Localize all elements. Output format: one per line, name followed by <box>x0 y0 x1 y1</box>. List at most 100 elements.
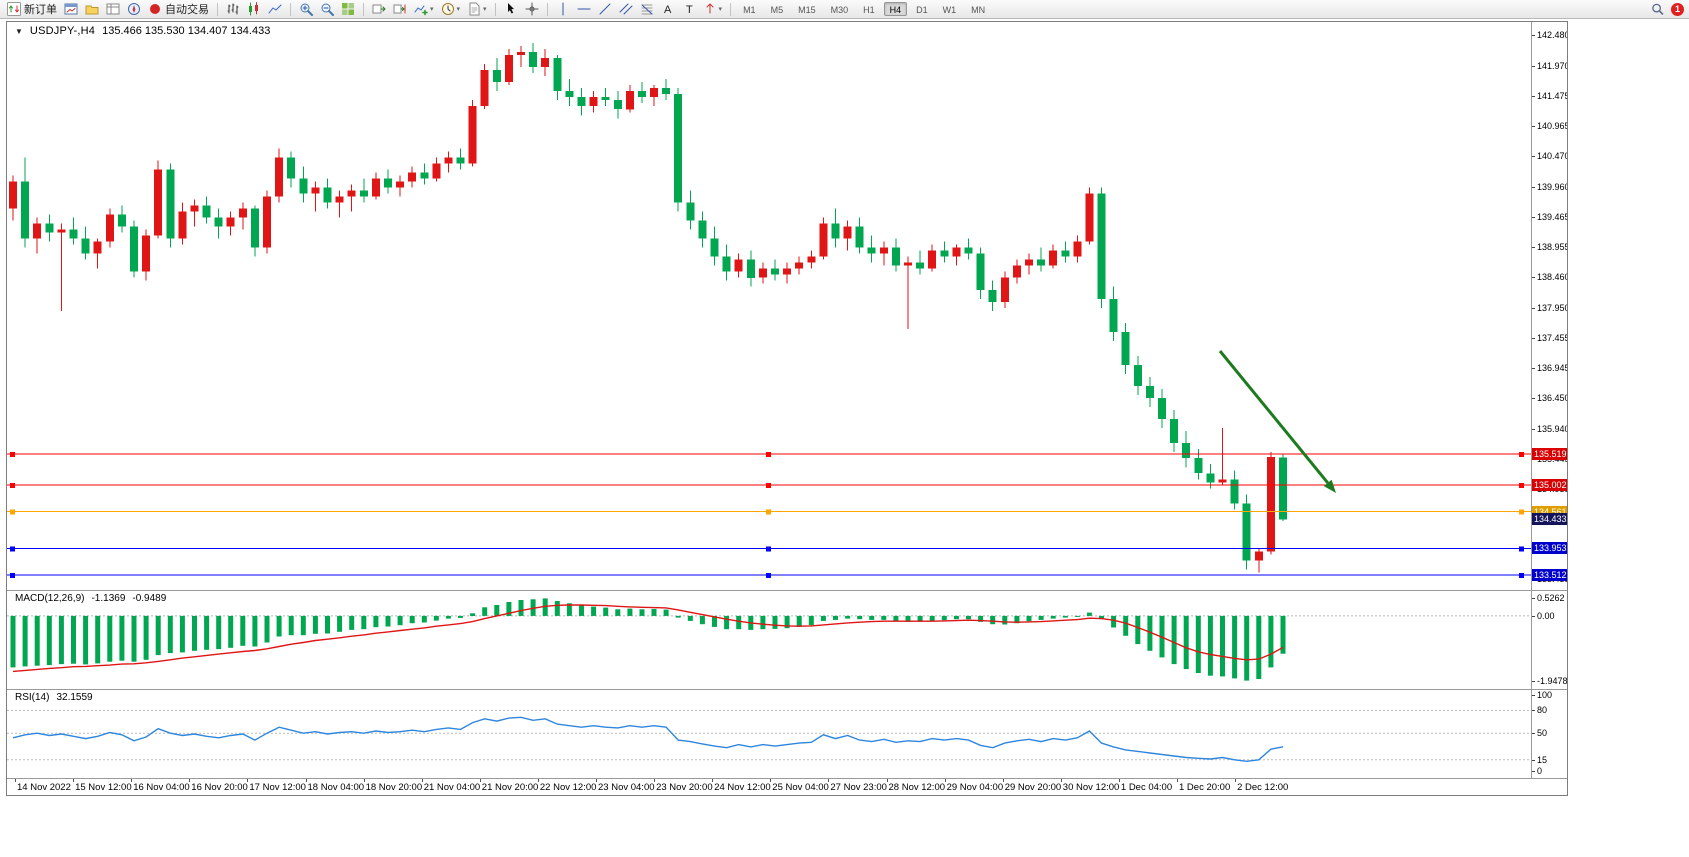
time-tick <box>73 779 75 782</box>
new-order-button[interactable]: 新订单 <box>4 1 60 18</box>
dropdown-caret-icon: ▾ <box>430 6 434 13</box>
horizontal-line[interactable] <box>7 572 1531 578</box>
tf-h1-button[interactable]: H1 <box>863 5 875 15</box>
time-tick <box>363 779 365 782</box>
toolbar: 新订单 自动交易 ▾ ▾ ▾ A T ▾ M1 M5 M15 M30 H1 H4 D1 W1 MN 1 <box>0 0 1689 19</box>
tf-m15-button[interactable]: M15 <box>798 5 816 15</box>
tile-windows-button[interactable] <box>338 1 358 18</box>
search-icon[interactable] <box>1651 2 1665 16</box>
line-handle[interactable] <box>766 452 771 458</box>
data-window-icon <box>106 2 120 16</box>
toolbar-group-drawing-tools: A T ▾ <box>553 1 726 18</box>
tf-d1-button[interactable]: D1 <box>916 5 928 15</box>
macd-pane[interactable]: MACD(12,26,9) -1.1369 -0.9489 0.5262 0.00… <box>7 591 1567 690</box>
line-handle[interactable] <box>1519 509 1524 515</box>
time-axis[interactable]: 14 Nov 2022 15 Nov 12:00 16 Nov 04:00 16 No… <box>7 779 1567 795</box>
line-chart-button[interactable] <box>265 1 285 18</box>
horizontal-line[interactable] <box>7 546 1531 552</box>
toolbar-group-cursor-tools <box>501 1 542 18</box>
line-handle[interactable] <box>1519 572 1524 578</box>
rsi-chart[interactable] <box>7 690 1531 778</box>
axis-tick <box>1532 368 1535 369</box>
tf-m1-button[interactable]: M1 <box>743 5 756 15</box>
time-label: 24 Nov 12:00 <box>714 782 771 793</box>
candlestick-chart[interactable] <box>7 22 1531 590</box>
price-axis: 142.480 141.970 141.475 140.965 140.470 139.9… <box>1531 22 1567 590</box>
cursor-button[interactable] <box>501 1 521 18</box>
line-handle[interactable] <box>766 483 771 489</box>
arrows-button[interactable]: ▾ <box>700 1 726 18</box>
bar-chart-button[interactable] <box>223 1 243 18</box>
charts-button[interactable] <box>61 1 81 18</box>
channel-button[interactable] <box>616 1 636 18</box>
periods-button[interactable]: ▾ <box>438 1 464 18</box>
notification-badge[interactable]: 1 <box>1671 2 1684 16</box>
zoom-out-button[interactable] <box>317 1 337 18</box>
auto-trading-button-label: 自动交易 <box>165 4 209 16</box>
tf-m5-button[interactable]: M5 <box>770 5 784 15</box>
time-label: 21 Nov 20:00 <box>481 782 539 793</box>
line-handle[interactable] <box>1519 452 1524 458</box>
axis-tick <box>1532 710 1535 711</box>
line-handle[interactable] <box>10 509 15 515</box>
main-chart-pane[interactable]: ▼ USDJPY-,H4 135.466 135.530 134.407 134… <box>7 22 1567 591</box>
axis-tick <box>1532 338 1535 339</box>
one-click-trading-icon[interactable]: ▼ <box>15 27 23 36</box>
macd-signal-line <box>12 604 1284 673</box>
label-button[interactable]: T <box>679 1 699 18</box>
axis-label: 15 <box>1537 755 1548 765</box>
line-handle[interactable] <box>1519 546 1524 552</box>
horizontal-line[interactable] <box>7 483 1531 489</box>
vertical-line-button[interactable] <box>553 1 573 18</box>
toolbar-right: 1 <box>1651 2 1684 16</box>
chart-shift-button[interactable] <box>390 1 410 18</box>
horizontal-line[interactable] <box>7 509 1531 515</box>
text-button[interactable]: A <box>658 1 678 18</box>
axis-label: 137.455 <box>1537 333 1568 343</box>
toolbar-separator <box>290 2 291 16</box>
navigator-button[interactable] <box>124 1 144 18</box>
rsi-pane[interactable]: RSI(14) 32.1559 100 80 50 15 0 <box>7 690 1567 779</box>
crosshair-button[interactable] <box>522 1 542 18</box>
trendline-button[interactable] <box>595 1 615 18</box>
horizontal-line-button[interactable] <box>574 1 594 18</box>
tf-m30-button[interactable]: M30 <box>830 5 849 15</box>
macd-histogram <box>10 598 1286 681</box>
auto-trading-button[interactable]: 自动交易 <box>145 1 212 18</box>
price-tag: 133.512 <box>1532 569 1567 581</box>
time-label: 18 Nov 04:00 <box>307 782 365 793</box>
trend-arrow[interactable] <box>1218 350 1336 493</box>
fibonacci-button[interactable] <box>637 1 657 18</box>
candle-chart-button[interactable] <box>244 1 264 18</box>
templates-button[interactable]: ▾ <box>464 1 490 18</box>
time-tick <box>1177 779 1178 782</box>
tf-w1-button[interactable]: W1 <box>942 5 957 15</box>
time-tick <box>247 779 249 782</box>
line-handle[interactable] <box>10 572 15 578</box>
profiles-button[interactable] <box>82 1 102 18</box>
time-label: 21 Nov 04:00 <box>423 782 481 793</box>
indicators-button[interactable]: ▾ <box>411 1 437 18</box>
line-handle[interactable] <box>10 452 15 458</box>
time-label: 23 Nov 04:00 <box>598 782 655 793</box>
axis-label: 138.955 <box>1537 242 1568 252</box>
line-handle[interactable] <box>10 483 15 489</box>
line-handle[interactable] <box>1519 483 1524 489</box>
line-handle[interactable] <box>766 509 771 515</box>
tile-windows-icon <box>341 2 355 16</box>
line-handle[interactable] <box>766 572 771 578</box>
zoom-in-button[interactable] <box>296 1 316 18</box>
macd-chart[interactable] <box>7 591 1531 689</box>
chart-window-icon <box>64 2 78 16</box>
axis-label: 100 <box>1537 690 1553 700</box>
horizontal-line[interactable] <box>7 452 1531 458</box>
auto-scroll-button[interactable] <box>369 1 389 18</box>
axis-label: 140.470 <box>1537 151 1568 161</box>
tf-mn-button[interactable]: MN <box>971 5 986 15</box>
line-handle[interactable] <box>766 546 771 552</box>
time-label: 30 Nov 12:00 <box>1062 782 1120 793</box>
data-window-button[interactable] <box>103 1 123 18</box>
tf-h4-button[interactable]: H4 <box>883 2 908 16</box>
line-handle[interactable] <box>10 546 15 552</box>
bars-icon <box>226 2 240 16</box>
